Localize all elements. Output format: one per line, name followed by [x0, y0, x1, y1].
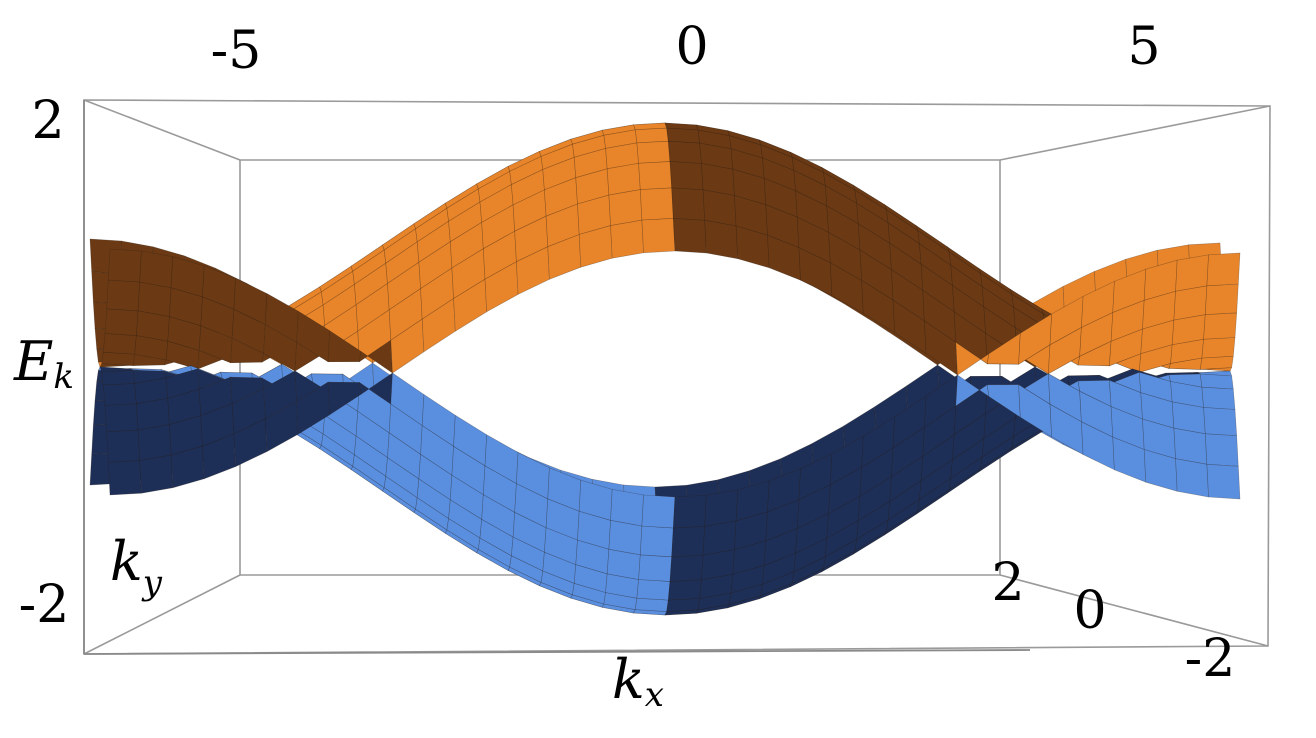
z-axis-label-sub: k	[53, 357, 74, 397]
y-axis-label-sub: y	[141, 563, 163, 603]
upper-band-surface-patch	[669, 161, 704, 191]
upper-band-surface-patch	[139, 250, 174, 289]
z-tick-label: -2	[19, 575, 70, 635]
upper-band-surface-patch	[667, 140, 702, 164]
lower-band-surface-patch	[636, 579, 671, 601]
y-axis-label: ky	[110, 530, 163, 603]
lower-band-surface-patch	[702, 520, 737, 556]
upper-band-surface-patch	[638, 161, 673, 190]
lower-band-surface-patch	[137, 424, 172, 461]
x-axis-label: kx	[612, 648, 664, 715]
y-axis-label-main: k	[110, 530, 143, 593]
band-surfaces	[89, 122, 1241, 616]
y-tick-label: 2	[991, 553, 1024, 613]
svg-text:ky: ky	[110, 530, 163, 603]
upper-band-surface-patch	[671, 187, 706, 221]
lower-band-surface-patch	[669, 554, 704, 582]
upper-band-surface-patch	[608, 189, 643, 226]
upper-band-surface-patch	[636, 140, 671, 164]
lower-band-surface-patch	[672, 494, 707, 529]
upper-band-surface-patch	[1199, 355, 1234, 370]
lower-band-surface-patch	[666, 598, 701, 612]
upper-band-surface-patch	[704, 219, 739, 260]
upper-band-surface-patch	[1203, 312, 1238, 340]
x-axis-label-main: k	[612, 648, 645, 711]
x-tick-label: 0	[675, 17, 708, 77]
upper-band-surface-patch	[610, 219, 644, 259]
lower-band-surface-patch	[1199, 373, 1234, 390]
lower-band-surface-patch	[1204, 433, 1239, 467]
lower-band-surface-patch	[671, 525, 706, 558]
upper-band-surface-patch	[137, 281, 172, 317]
lower-band-surface-patch	[1203, 407, 1238, 437]
x-tick-label: -5	[211, 21, 262, 81]
upper-band-surface-patch	[666, 127, 701, 144]
z-axis-label-main: E	[13, 330, 53, 393]
upper-band-surface-patch	[634, 127, 669, 144]
lower-band-surface-patch	[610, 488, 644, 527]
lower-band-surface-patch	[101, 369, 136, 386]
upper-band-surface-patch	[1206, 252, 1241, 287]
upper-band-surface-patch	[104, 308, 139, 336]
upper-band-surface-patch	[641, 218, 676, 254]
lower-band-surface-patch	[106, 429, 141, 463]
lower-band-surface-patch	[104, 403, 139, 433]
lower-band-surface-patch	[608, 519, 643, 556]
lower-band-surface-patch	[1201, 386, 1236, 410]
upper-band-surface-patch	[702, 189, 737, 227]
upper-band-surface-patch	[101, 351, 136, 366]
x-tick-label: 5	[1127, 17, 1160, 77]
svg-text:kx: kx	[612, 648, 664, 715]
z-axis-label: Ek	[13, 330, 74, 397]
upper-band-surface-patch	[106, 279, 141, 312]
x-axis-label-sub: x	[645, 675, 664, 715]
lower-band-surface-patch	[639, 525, 674, 558]
upper-band-surface-patch	[639, 187, 674, 221]
lower-band-surface-patch	[1206, 463, 1241, 500]
upper-band-surface-patch	[1201, 337, 1236, 359]
upper-band-surface-patch	[1175, 254, 1209, 292]
lower-band-surface-patch	[704, 489, 739, 527]
upper-band-surface-patch	[107, 248, 142, 283]
lower-band-surface-patch	[641, 494, 676, 529]
y-tick-label: 0	[1073, 581, 1106, 641]
upper-band-surface-patch	[672, 218, 707, 254]
lower-band-surface-patch	[139, 454, 174, 494]
y-tick-label: -2	[1185, 629, 1236, 689]
lower-band-surface-patch	[667, 579, 702, 601]
lower-band-surface-patch	[638, 554, 673, 582]
svg-text:Ek: Ek	[13, 330, 74, 397]
lower-band-surface-patch	[634, 597, 669, 612]
plot-box-front	[83, 100, 1031, 655]
lower-band-surface-patch	[107, 460, 142, 496]
lower-band-surface-patch	[102, 383, 137, 406]
upper-band-surface-patch	[102, 333, 137, 355]
upper-band-surface-patch	[1204, 283, 1239, 315]
z-tick-label: 2	[31, 91, 64, 151]
lower-band-surface-patch	[1175, 458, 1209, 498]
lower-band-surface-patch	[1173, 427, 1208, 465]
